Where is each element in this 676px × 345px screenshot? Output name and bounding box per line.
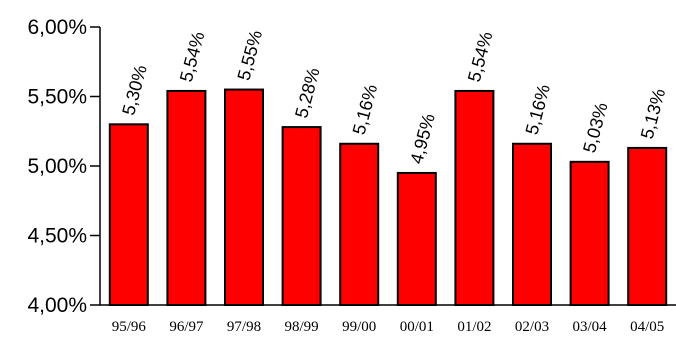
y-tick-label: 4,00% — [27, 294, 87, 317]
bar-00-01 — [396, 171, 437, 306]
y-tick-label: 5,50% — [27, 86, 87, 109]
bar-02-03 — [512, 142, 552, 306]
x-tick-label: 03/04 — [573, 319, 608, 335]
x-axis: 95/96 96/97 97/98 98/99 99/00 00/01 01/02 02/03… — [100, 304, 676, 335]
x-tick-label: 95/96 — [112, 319, 147, 335]
x-tick-label: 98/99 — [285, 319, 319, 335]
x-tick-label: 97/98 — [227, 319, 261, 335]
x-tick-label: 02/03 — [515, 319, 549, 335]
data-label: 5,16% — [349, 82, 382, 136]
bar-98-99 — [281, 126, 322, 306]
bar-96-97 — [166, 89, 207, 306]
y-tick-label: 5,00% — [27, 155, 87, 178]
data-label: 5,03% — [579, 100, 612, 154]
x-tick-label: 01/02 — [457, 319, 491, 335]
bar-01-02 — [454, 89, 495, 306]
bar-97-98 — [224, 88, 264, 306]
bar-99-00 — [339, 142, 380, 306]
bar-04-05 — [627, 146, 668, 306]
data-label: 5,28% — [291, 66, 324, 120]
bar-95-96 — [108, 123, 149, 306]
bar-03-04 — [569, 160, 610, 306]
y-tick-label: 6,00% — [27, 16, 87, 39]
x-tick-label: 99/00 — [342, 319, 376, 335]
data-label: 5,55% — [234, 28, 267, 82]
bars — [108, 88, 668, 306]
x-tick-label: 96/97 — [169, 319, 204, 335]
data-label: 5,54% — [176, 29, 209, 83]
data-label: 5,30% — [118, 63, 151, 117]
x-tick-label: 00/01 — [400, 319, 434, 335]
x-tick-label: 04/05 — [630, 319, 664, 335]
data-label: 5,16% — [522, 82, 555, 136]
data-label: 4,95% — [406, 112, 439, 166]
data-label: 5,54% — [464, 29, 497, 83]
data-label: 5,13% — [637, 86, 670, 140]
y-tick-label: 4,50% — [27, 225, 87, 248]
y-axis: 4,00% 4,50% 5,00% 5,50% 6,00% — [27, 16, 101, 317]
